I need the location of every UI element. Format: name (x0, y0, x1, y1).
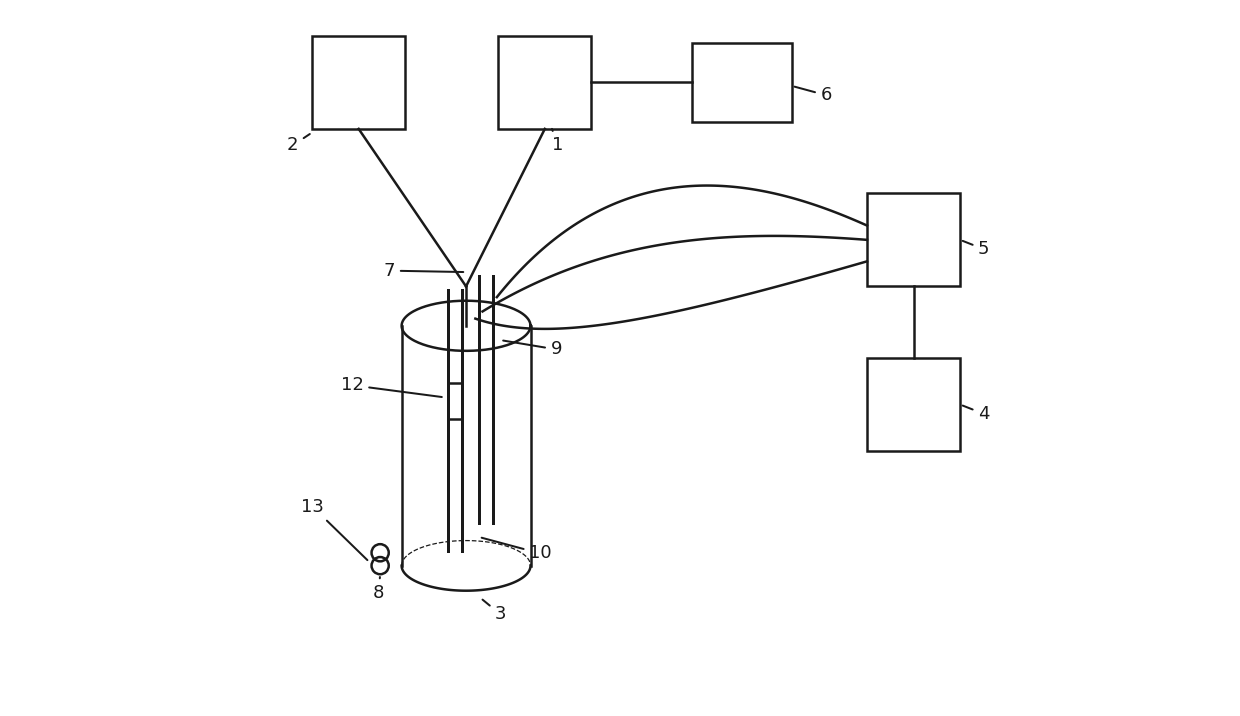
Text: 13: 13 (301, 498, 367, 560)
Text: 5: 5 (962, 240, 990, 258)
Text: 3: 3 (482, 599, 506, 624)
Text: 1: 1 (552, 129, 563, 155)
Text: 12: 12 (341, 376, 441, 397)
Text: 9: 9 (503, 340, 562, 359)
Text: 4: 4 (962, 405, 990, 423)
Text: 8: 8 (373, 577, 384, 602)
Text: 7: 7 (383, 261, 464, 280)
Text: 2: 2 (288, 134, 310, 155)
Text: 6: 6 (795, 86, 832, 105)
Text: 10: 10 (481, 538, 552, 563)
